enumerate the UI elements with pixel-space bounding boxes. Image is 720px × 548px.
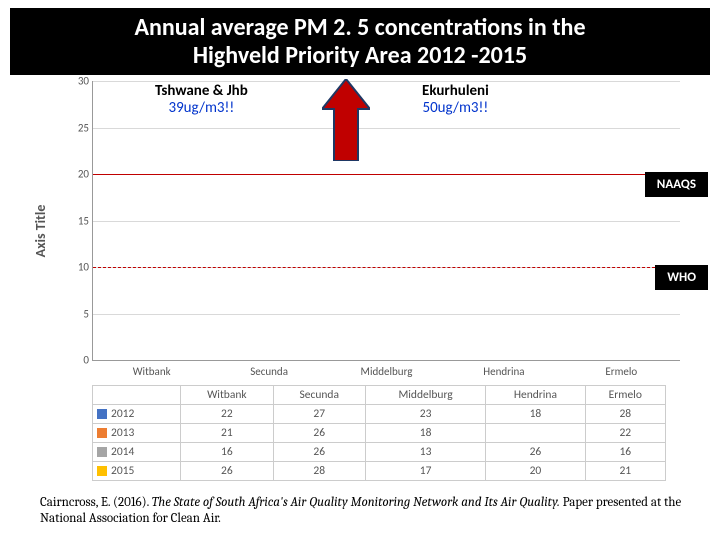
grid-line xyxy=(93,221,680,222)
table-row-header: 2015 xyxy=(93,462,181,481)
chart-data-table: WitbankSecundaMiddelburgHendrinaErmelo 20… xyxy=(92,385,666,481)
table-cell: 16 xyxy=(181,443,273,462)
chart-plot: 051015202530WitbankSecundaMiddelburgHend… xyxy=(92,81,680,361)
table-cell: 23 xyxy=(365,405,485,424)
x-tick-label: Hendrina xyxy=(483,365,524,378)
reference-line-naaqs xyxy=(93,174,680,175)
grid-line xyxy=(93,314,680,315)
citation-author: Cairncross, E. (2016). xyxy=(40,495,149,510)
title-line-1: Annual average PM 2. 5 concentrations in… xyxy=(134,13,585,42)
table-cell: 26 xyxy=(486,443,585,462)
callout-left-line1: Tshwane & Jhb xyxy=(155,82,248,100)
slide-title: Annual average PM 2. 5 concentrations in… xyxy=(10,8,710,75)
callout-left-line2: 39ug/m3!! xyxy=(168,99,234,117)
chart-area: Axis Title 051015202530WitbankSecundaMid… xyxy=(70,81,680,381)
table-cell xyxy=(486,424,585,443)
table-cell: Hendrina xyxy=(486,386,585,405)
table-cell: 18 xyxy=(365,424,485,443)
table-cell: 16 xyxy=(585,443,665,462)
table-cell: Secunda xyxy=(273,386,365,405)
table-cell: 26 xyxy=(181,462,273,481)
table-cell: 13 xyxy=(365,443,485,462)
table-cell: 18 xyxy=(486,405,585,424)
table-cell: Witbank xyxy=(181,386,273,405)
table-row-header: 2012 xyxy=(93,405,181,424)
y-axis-label: Axis Title xyxy=(32,205,49,258)
title-line-2: Highveld Priority Area 2012 -2015 xyxy=(193,41,527,70)
y-tick-label: 20 xyxy=(71,168,89,181)
table-row-header xyxy=(93,386,181,405)
reference-label-who: WHO xyxy=(655,265,708,290)
x-tick-label: Middelburg xyxy=(361,365,413,378)
callout-right-line1: Ekurhuleni xyxy=(422,82,489,100)
y-tick-label: 10 xyxy=(71,261,89,274)
grid-line xyxy=(93,128,680,129)
callout-right-line2: 50ug/m3!! xyxy=(422,99,488,117)
table-cell: Middelburg xyxy=(365,386,485,405)
x-tick-label: Ermelo xyxy=(605,365,637,378)
y-tick-label: 0 xyxy=(71,354,89,367)
table-cell: 21 xyxy=(585,462,665,481)
table-cell: Ermelo xyxy=(585,386,665,405)
up-arrow-icon xyxy=(322,79,370,161)
table-cell: 22 xyxy=(181,405,273,424)
table-cell: 28 xyxy=(585,405,665,424)
x-tick-label: Secunda xyxy=(250,365,288,378)
reference-label-naaqs: NAAQS xyxy=(645,172,708,197)
x-tick-label: Witbank xyxy=(133,365,171,378)
table-cell: 28 xyxy=(273,462,365,481)
callout-right: Ekurhuleni 50ug/m3!! xyxy=(422,83,489,118)
table-cell: 17 xyxy=(365,462,485,481)
reference-line-who xyxy=(93,267,680,268)
table-cell: 22 xyxy=(585,424,665,443)
citation: Cairncross, E. (2016). The State of Sout… xyxy=(40,495,690,528)
citation-title: The State of South Africa's Air Quality … xyxy=(152,495,560,510)
y-tick-label: 30 xyxy=(71,75,89,88)
table-cell: 26 xyxy=(273,443,365,462)
table-cell: 20 xyxy=(486,462,585,481)
y-tick-label: 15 xyxy=(71,214,89,227)
y-tick-label: 5 xyxy=(71,307,89,320)
table-cell: 27 xyxy=(273,405,365,424)
y-tick-label: 25 xyxy=(71,121,89,134)
table-row-header: 2014 xyxy=(93,443,181,462)
table-cell: 21 xyxy=(181,424,273,443)
table-row-header: 2013 xyxy=(93,424,181,443)
table-cell: 26 xyxy=(273,424,365,443)
callout-left: Tshwane & Jhb 39ug/m3!! xyxy=(155,83,248,118)
